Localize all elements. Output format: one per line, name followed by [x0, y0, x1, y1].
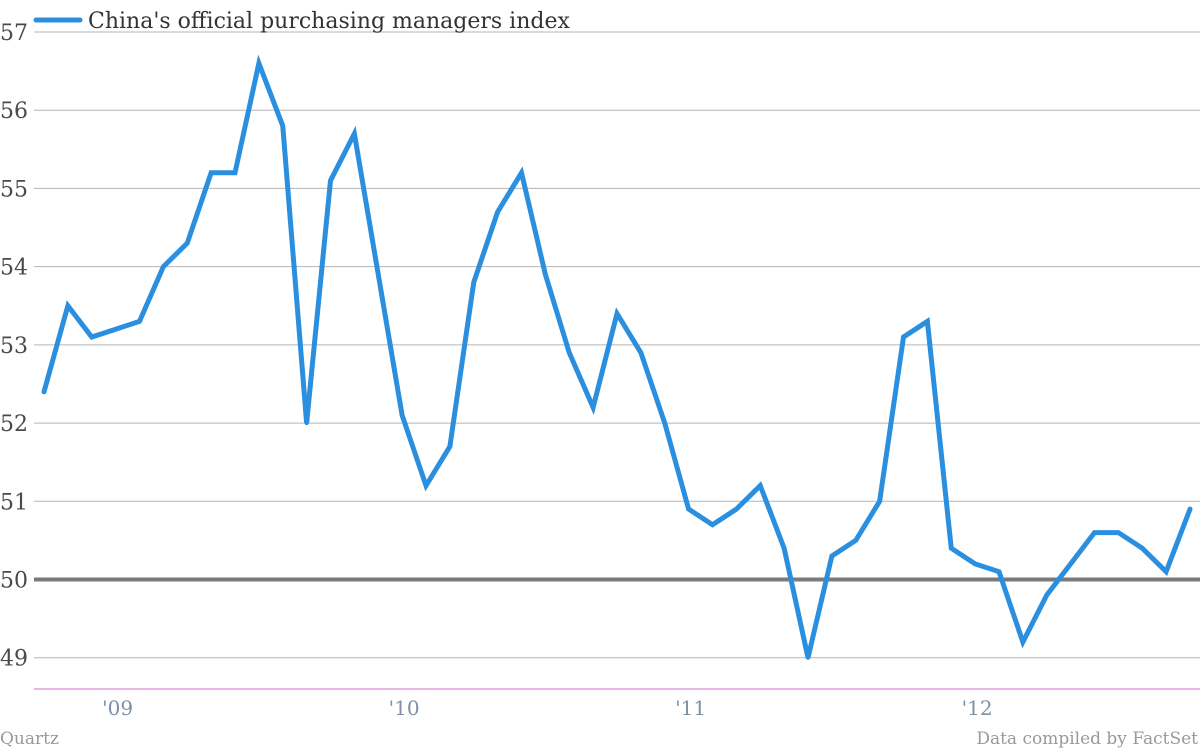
y-tick-label: 49 [0, 647, 28, 672]
legend-label: China's official purchasing managers ind… [88, 9, 570, 34]
data-point [424, 483, 428, 488]
source-right: Data compiled by FactSet [976, 729, 1198, 749]
data-point [495, 209, 500, 214]
data-point [471, 280, 476, 285]
x-tick-label: '09 [102, 696, 133, 720]
data-point [758, 483, 763, 488]
x-tick-label: '11 [675, 696, 706, 720]
gridlines [34, 31, 1200, 659]
y-tick-label: 56 [0, 99, 28, 124]
legend: China's official purchasing managers ind… [33, 9, 570, 34]
data-point [1020, 640, 1025, 645]
y-tick-label: 53 [0, 334, 28, 359]
data-point [400, 413, 405, 418]
data-point [447, 444, 452, 449]
data-point [1116, 530, 1121, 535]
source-left: Quartz [0, 729, 59, 749]
data-point [638, 350, 643, 355]
data-point [233, 170, 237, 175]
y-tick-label: 57 [0, 21, 28, 46]
y-axis-tick-labels: 49 50 51 52 53 54 55 56 57 [0, 21, 28, 672]
data-point [973, 561, 978, 566]
data-point [89, 335, 94, 340]
data-point [829, 554, 834, 559]
x-axis-tick-labels: '09 '10 '11 '12 [102, 696, 992, 720]
data-point [1188, 507, 1192, 512]
data-point [185, 241, 190, 246]
data-point [137, 319, 142, 324]
data-point [782, 546, 787, 551]
data-point [710, 522, 715, 527]
data-point [543, 272, 548, 277]
data-point [304, 421, 309, 426]
data-point [113, 327, 118, 332]
y-tick-label: 52 [0, 412, 28, 437]
data-point [1164, 569, 1169, 574]
series-line-pmi [41, 54, 1193, 659]
data-point [925, 319, 930, 324]
data-point [1068, 561, 1073, 566]
x-tick-label: '10 [389, 696, 420, 720]
y-tick-label: 54 [0, 256, 28, 281]
data-point [1044, 593, 1049, 598]
series-points [42, 61, 1192, 660]
data-point [997, 569, 1001, 574]
data-point [615, 311, 619, 316]
data-point [1140, 546, 1145, 551]
data-point [853, 538, 858, 543]
data-point [1092, 530, 1097, 535]
data-point [591, 405, 596, 410]
data-point [949, 546, 954, 551]
x-tick-label: '12 [962, 696, 993, 720]
y-tick-label: 51 [0, 490, 28, 515]
data-point [352, 131, 357, 136]
data-point [280, 123, 285, 128]
data-point [376, 272, 381, 277]
data-point [42, 389, 46, 394]
y-tick-label: 50 [0, 569, 28, 594]
data-point [806, 655, 810, 660]
data-point [256, 61, 261, 66]
data-point [734, 507, 739, 512]
data-point [567, 350, 572, 355]
data-point [519, 170, 524, 175]
data-point [686, 507, 691, 512]
data-point [901, 335, 906, 340]
data-point [65, 303, 70, 308]
data-point [877, 499, 882, 504]
data-point [161, 264, 166, 269]
data-point [209, 170, 214, 175]
data-point [328, 178, 333, 183]
y-tick-label: 55 [0, 177, 28, 202]
data-point [662, 421, 667, 426]
